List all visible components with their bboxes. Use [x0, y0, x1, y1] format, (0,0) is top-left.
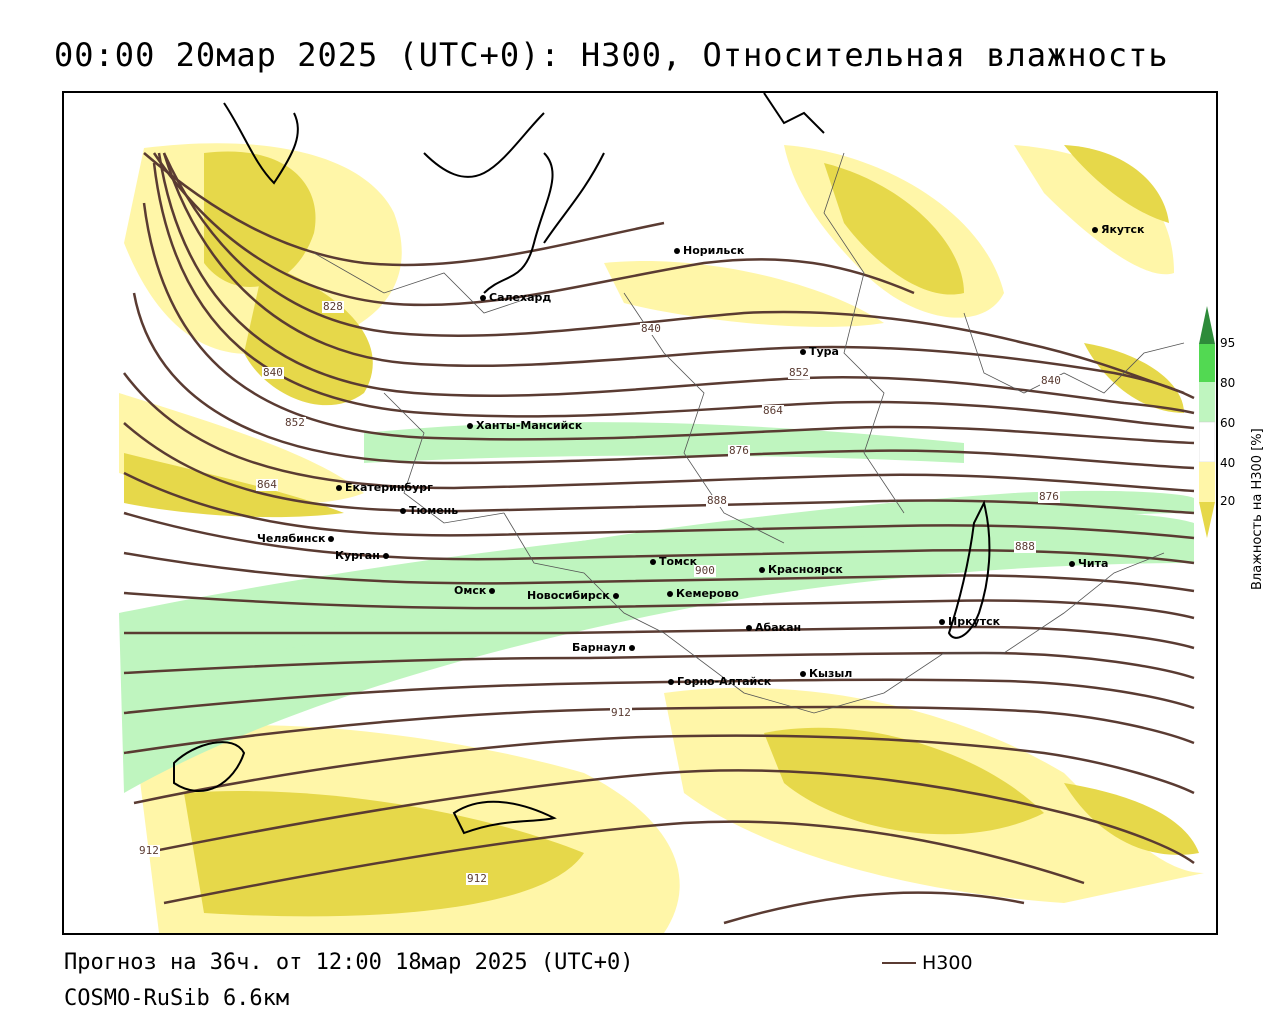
contour-label: 876	[728, 444, 750, 457]
city-kemerovo: Кемерово	[667, 587, 739, 600]
contour-label: 900	[694, 564, 716, 577]
contour-label: 840	[262, 366, 284, 379]
contour-label: 912	[138, 844, 160, 857]
map-title: 00:00 20мар 2025 (UTC+0): H300, Относите…	[54, 36, 1169, 74]
colorbar-title: Влажность на H300 [%]	[1250, 428, 1265, 590]
contour-label: 864	[762, 404, 784, 417]
contour-label: 828	[322, 300, 344, 313]
city-dot-icon	[612, 593, 619, 599]
city-dot-icon	[939, 619, 945, 625]
city-dot-icon	[628, 645, 635, 651]
city-dot-icon	[746, 625, 752, 631]
city-khanty-mansiysk: Ханты-Мансийск	[467, 419, 582, 432]
contour-label: 888	[1014, 540, 1036, 553]
city-dot-icon	[759, 567, 765, 573]
city-dot-icon	[1069, 561, 1075, 567]
city-novosibirsk: Новосибирск	[527, 589, 622, 602]
colorbar-tick: 60	[1220, 416, 1236, 430]
city-gorno-altaysk: Горно-Алтайск	[668, 675, 771, 688]
city-salekhard: Салехард	[480, 291, 551, 304]
city-dot-icon	[467, 423, 473, 429]
city-dot-icon	[1092, 227, 1098, 233]
city-yakutsk: Якутск	[1092, 223, 1144, 236]
city-krasnoyarsk: Красноярск	[759, 563, 843, 576]
colorbar-tick: 20	[1220, 494, 1236, 508]
contour-label: 912	[610, 706, 632, 719]
model-name: COSMO-RuSib 6.6км	[64, 986, 290, 1011]
city-dot-icon	[489, 588, 496, 594]
city-dot-icon	[668, 679, 674, 685]
contour-label: 852	[788, 366, 810, 379]
humidity-field	[119, 93, 1204, 933]
contour-label: 864	[256, 478, 278, 491]
contour-label: 852	[284, 416, 306, 429]
city-dot-icon	[480, 295, 486, 301]
city-yekaterinburg: Екатеринбург	[336, 481, 433, 494]
legend-label: H300	[922, 952, 973, 974]
contour-label: 840	[640, 322, 662, 335]
contour-label: 840	[1040, 374, 1062, 387]
city-dot-icon	[800, 671, 806, 677]
city-tomsk: Томск	[650, 555, 697, 568]
city-dot-icon	[382, 553, 389, 559]
city-dot-icon	[800, 349, 806, 355]
city-dot-icon	[336, 485, 342, 491]
city-abakan: Абакан	[746, 621, 801, 634]
city-kyzyl: Кызыл	[800, 667, 852, 680]
forecast-info: Прогноз на 36ч. от 12:00 18мар 2025 (UTC…	[64, 950, 634, 975]
city-tyumen: Тюмень	[400, 504, 458, 517]
city-barnaul: Барнаул	[572, 641, 638, 654]
city-irkutsk: Иркутск	[939, 615, 1000, 628]
city-dot-icon	[328, 536, 335, 542]
city-dot-icon	[674, 248, 680, 254]
colorbar-tick: 80	[1220, 376, 1236, 390]
city-chita: Чита	[1069, 557, 1108, 570]
city-chelyabinsk: Челябинск	[257, 532, 337, 545]
legend: H300	[882, 952, 973, 974]
contour-label: 888	[706, 494, 728, 507]
legend-line-icon	[882, 962, 916, 964]
colorbar-tick: 40	[1220, 456, 1236, 470]
city-dot-icon	[400, 508, 406, 514]
colorbar-tick: 95	[1220, 336, 1236, 350]
city-dot-icon	[667, 591, 673, 597]
city-kurgan: Курган	[335, 549, 392, 562]
city-dot-icon	[650, 559, 656, 565]
city-tura: Тура	[800, 345, 839, 358]
city-norilsk: Норильск	[674, 244, 744, 257]
contour-label: 912	[466, 872, 488, 885]
contour-label: 876	[1038, 490, 1060, 503]
city-omsk: Омск	[454, 584, 498, 597]
map-area[interactable]: Якутск Норильск Салехард Тура Ханты-Манс…	[62, 91, 1218, 935]
humidity-colorbar	[1199, 306, 1215, 538]
